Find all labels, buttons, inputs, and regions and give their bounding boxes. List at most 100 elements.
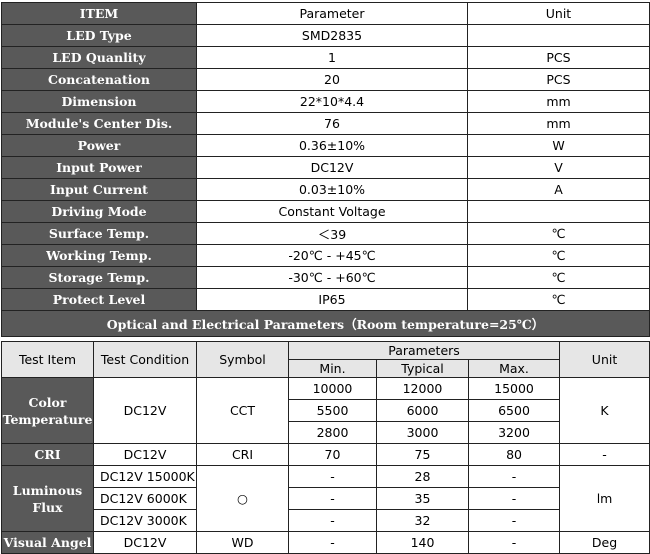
spec-parameter-value: -30℃ - +60℃: [196, 266, 468, 289]
table-row: Luminous Flux DC12V 15000K ○ - 28 - lm: [1, 465, 650, 532]
header-min: Min.: [288, 359, 377, 378]
section-title-row: Optical and Electrical Parameters（Room t…: [1, 310, 650, 337]
spec-parameter-value: 0.03±10%: [196, 178, 468, 201]
table-row: Color Temperature DC12V CCT 10000 12000 …: [1, 377, 650, 444]
cell-min: 10000: [288, 377, 377, 400]
spec-parameter-value: 22*10*4.4: [196, 90, 468, 113]
cell-max: 15000: [467, 377, 561, 400]
header-parameter: Parameter: [196, 2, 468, 25]
spec-item-label: Storage Temp.: [1, 266, 197, 289]
spec-item-label: Dimension: [1, 90, 197, 113]
spec-unit-value: PCS: [467, 68, 650, 91]
color-temperature-label: Color Temperature: [1, 377, 94, 444]
header-test-condition: Test Condition: [93, 341, 197, 378]
cell-condition: DC12V 15000K: [93, 465, 197, 488]
table-row: DC12V 3000K - 32 -: [2, 509, 650, 532]
optical-header-row: Test Item Test Condition Symbol Paramete…: [1, 341, 650, 378]
spec-row: Working Temp. -20℃ - +45℃ ℃: [1, 244, 650, 267]
spec-item-label: Module's Center Dis.: [1, 112, 197, 135]
spec-parameter-value: 76: [196, 112, 468, 135]
visual-angle-symbol: WD: [196, 531, 289, 554]
spec-item-label: Driving Mode: [1, 200, 197, 223]
color-temperature-symbol: CCT: [196, 377, 289, 444]
header-unit: Unit: [559, 341, 650, 378]
spec-parameter-value: DC12V: [196, 156, 468, 179]
spec-item-label: Protect Level: [1, 288, 197, 311]
cri-condition: DC12V: [93, 443, 197, 466]
cell-max: -: [467, 465, 561, 488]
spec-parameter-value: ＜39: [196, 222, 468, 245]
color-temperature-condition: DC12V: [93, 377, 197, 444]
spec-unit-value: PCS: [467, 46, 650, 69]
cell-max: 6500: [467, 399, 561, 422]
spec-row: LED Quanlity 1 PCS: [1, 46, 650, 69]
cell-typical: 6000: [376, 399, 469, 422]
spec-unit-value: mm: [467, 90, 650, 113]
header-parameters: Parameters: [287, 341, 561, 360]
cell-max: -: [467, 531, 561, 554]
spec-row: Dimension 22*10*4.4 mm: [1, 90, 650, 113]
luminous-flux-label: Luminous Flux: [1, 465, 94, 532]
header-max: Max.: [467, 359, 561, 378]
cell-typical: 140: [376, 531, 469, 554]
table-row: DC12V 6000K - 35 -: [2, 487, 650, 510]
spec-parameter-value: -20℃ - +45℃: [196, 244, 468, 267]
spec-unit-value: ℃: [467, 288, 650, 311]
spec-row: Input Current 0.03±10% A: [1, 178, 650, 201]
spec-row: Storage Temp. -30℃ - +60℃ ℃: [1, 266, 650, 289]
spec-row: Module's Center Dis. 76 mm: [1, 112, 650, 135]
cell-max: -: [467, 509, 561, 532]
optical-subheader-row: Min. Typical Max.: [2, 359, 650, 378]
spec-row: LED Type SMD2835: [1, 24, 650, 47]
spec-item-label: Input Current: [1, 178, 197, 201]
spec-parameter-value: 0.36±10%: [196, 134, 468, 157]
cell-min: 2800: [288, 421, 377, 444]
spec-row: Surface Temp. ＜39 ℃: [1, 222, 650, 245]
spec-item-label: LED Quanlity: [1, 46, 197, 69]
spec-row: Protect Level IP65 ℃: [1, 288, 650, 311]
table-row: Visual Angel DC12V WD - 140 - Deg: [1, 531, 650, 554]
visual-angle-unit: Deg: [559, 531, 650, 554]
spec-item-label: Power: [1, 134, 197, 157]
cell-typical: 28: [376, 465, 469, 488]
cell-min: -: [288, 531, 377, 554]
spec-parameter-value: 20: [196, 68, 468, 91]
cell-min: 70: [288, 443, 377, 466]
cell-typical: 75: [376, 443, 469, 466]
spec-parameter-value: Constant Voltage: [196, 200, 468, 223]
cell-typical: 32: [376, 509, 469, 532]
cell-min: -: [288, 487, 377, 510]
spec-row: Concatenation 20 PCS: [1, 68, 650, 91]
spec-unit-value: A: [467, 178, 650, 201]
header-typical: Typical: [376, 359, 469, 378]
header-test-item: Test Item: [1, 341, 94, 378]
spec-unit-value: ℃: [467, 244, 650, 267]
visual-angle-condition: DC12V: [93, 531, 197, 554]
cell-max: 3200: [467, 421, 561, 444]
visual-angle-label: Visual Angel: [1, 531, 94, 554]
spec-row: Power 0.36±10% W: [1, 134, 650, 157]
spec-unit-value: mm: [467, 112, 650, 135]
cell-condition: DC12V 6000K: [93, 487, 197, 510]
section-title: Optical and Electrical Parameters（Room t…: [1, 310, 650, 337]
cell-max: -: [467, 487, 561, 510]
cell-condition: DC12V 3000K: [93, 509, 197, 532]
spec-item-label: Surface Temp.: [1, 222, 197, 245]
color-temperature-unit: K: [559, 377, 650, 444]
luminous-flux-symbol: ○: [196, 465, 289, 532]
table-row: CRI DC12V CRI 70 75 80 -: [1, 443, 650, 466]
optical-table: Test Item Test Condition Symbol Paramete…: [1, 341, 650, 554]
cell-typical: 3000: [376, 421, 469, 444]
spec-header-row: ITEM Parameter Unit: [1, 2, 650, 25]
cell-min: -: [288, 509, 377, 532]
cell-min: -: [288, 465, 377, 488]
spec-item-label: Input Power: [1, 156, 197, 179]
spec-unit-value: ℃: [467, 222, 650, 245]
spec-item-label: Working Temp.: [1, 244, 197, 267]
header-item: ITEM: [1, 2, 197, 25]
spec-parameter-value: SMD2835: [196, 24, 468, 47]
header-symbol: Symbol: [196, 341, 289, 378]
cri-symbol: CRI: [196, 443, 289, 466]
table-row: 5500 6000 6500: [2, 399, 650, 422]
